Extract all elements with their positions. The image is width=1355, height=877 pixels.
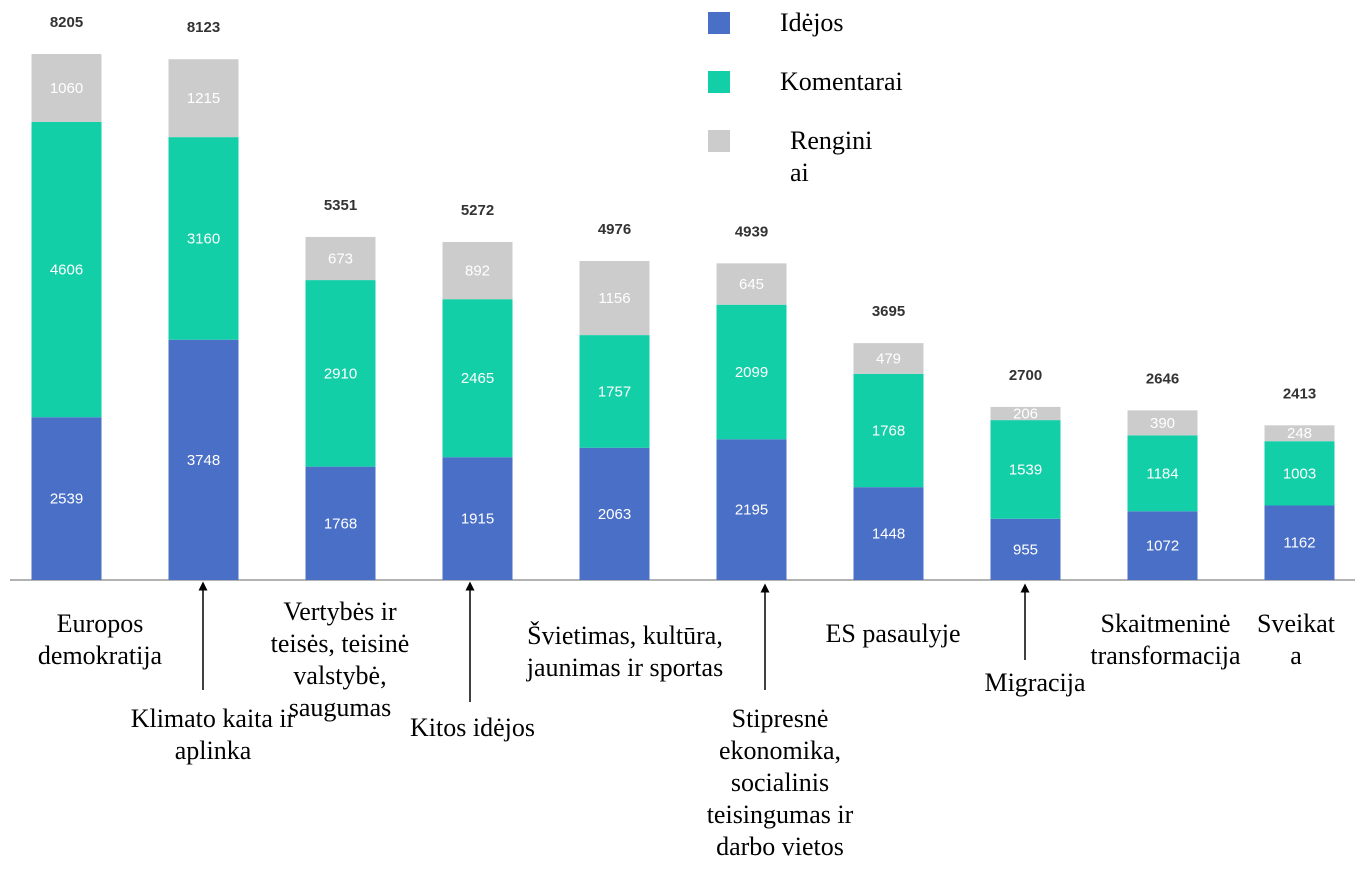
- bar-segment: [1264, 441, 1335, 506]
- value-label: 4606: [50, 262, 83, 279]
- total-label: 4939: [735, 223, 768, 240]
- category-label: Kitos idėjos: [410, 713, 535, 742]
- legend-swatch: [708, 71, 730, 93]
- bar-segment: [1127, 410, 1198, 436]
- total-label: 2700: [1009, 367, 1042, 384]
- bar-segment: [168, 137, 239, 340]
- category-label: Švietimas, kultūra, jaunimas ir sportas: [526, 621, 724, 682]
- total-label: 2413: [1283, 385, 1316, 402]
- total-label: 8123: [187, 19, 220, 36]
- bar-segment: [579, 335, 650, 448]
- bar-segment: [990, 420, 1061, 519]
- category-label: Migracija: [984, 668, 1086, 697]
- total-label: 3695: [872, 303, 905, 320]
- value-label: 1156: [598, 290, 630, 307]
- value-label: 892: [465, 263, 490, 280]
- bar-segment: [1127, 435, 1198, 512]
- legend-label: Renginiai: [790, 126, 873, 187]
- value-label: 2465: [461, 370, 494, 387]
- value-label: 673: [328, 250, 353, 267]
- legend-swatch: [708, 130, 730, 152]
- bar-segment: [305, 466, 376, 580]
- total-label: 5272: [461, 202, 494, 219]
- category-label: Stipresnė ekonomika, socialinis teisingu…: [706, 704, 854, 861]
- value-label: 206: [1013, 405, 1038, 422]
- value-label: 1060: [50, 80, 83, 97]
- bar-segment: [1264, 505, 1335, 580]
- total-label: 4976: [598, 221, 631, 238]
- value-label: 1162: [1283, 535, 1315, 552]
- category-label: Vertybės ir teisės, teisinė valstybė, sa…: [270, 597, 410, 722]
- bar-segment: [168, 59, 239, 138]
- bar-segment: [853, 373, 924, 488]
- total-label: 5351: [324, 197, 357, 214]
- bar-segment: [442, 299, 513, 458]
- bar-segment: [579, 260, 650, 336]
- category-label: Europos demokratija: [37, 609, 163, 670]
- bar-segment: [1127, 511, 1198, 580]
- value-label: 2910: [324, 365, 357, 382]
- value-label: 3748: [187, 452, 220, 469]
- bar-segment: [1264, 425, 1335, 442]
- bar-segment: [442, 457, 513, 580]
- bar-segment: [716, 304, 787, 440]
- bar-segment: [716, 439, 787, 580]
- bar-segment: [716, 263, 787, 305]
- value-label: 2063: [598, 506, 631, 523]
- value-label: 1915: [461, 511, 494, 528]
- bar-segment: [990, 406, 1061, 421]
- category-label: Klimato kaita ir aplinka: [130, 704, 296, 765]
- bar-segment: [853, 343, 924, 374]
- category-label: ES pasaulyje: [825, 619, 961, 648]
- value-label: 1768: [324, 515, 357, 532]
- value-label: 1448: [872, 526, 905, 543]
- value-label: 3160: [187, 230, 220, 247]
- bar-segment: [305, 280, 376, 467]
- bar-segment: [442, 242, 513, 300]
- value-label: 479: [876, 350, 901, 367]
- legend-label: Idėjos: [780, 8, 844, 37]
- value-label: 248: [1287, 425, 1312, 442]
- value-label: 2539: [50, 491, 83, 508]
- value-label: 955: [1013, 541, 1038, 558]
- value-label: 645: [739, 276, 764, 293]
- category-label: Skaitmeninė transformacija: [1090, 609, 1241, 670]
- value-label: 1215: [187, 90, 220, 107]
- value-label: 1003: [1283, 465, 1316, 482]
- value-label: 1072: [1146, 538, 1179, 555]
- bar-segment: [31, 121, 102, 418]
- bar-segment: [990, 518, 1061, 580]
- legend-swatch: [708, 12, 730, 34]
- legend-label: Komentarai: [780, 67, 903, 96]
- category-label: Sveikata: [1257, 609, 1335, 670]
- bar-segment: [305, 236, 376, 281]
- value-label: 1184: [1146, 465, 1178, 482]
- bar-segment: [31, 53, 102, 122]
- total-label: 8205: [50, 14, 83, 31]
- value-label: 1757: [598, 383, 631, 400]
- bar-segment: [168, 339, 239, 580]
- bar-segment: [579, 447, 650, 580]
- value-label: 1768: [872, 422, 905, 439]
- bar-segment: [31, 417, 102, 580]
- value-label: 390: [1150, 415, 1175, 432]
- value-label: 1539: [1009, 461, 1042, 478]
- value-label: 2099: [735, 364, 768, 381]
- total-label: 2646: [1146, 370, 1179, 387]
- value-label: 2195: [735, 502, 768, 519]
- bar-segment: [853, 487, 924, 580]
